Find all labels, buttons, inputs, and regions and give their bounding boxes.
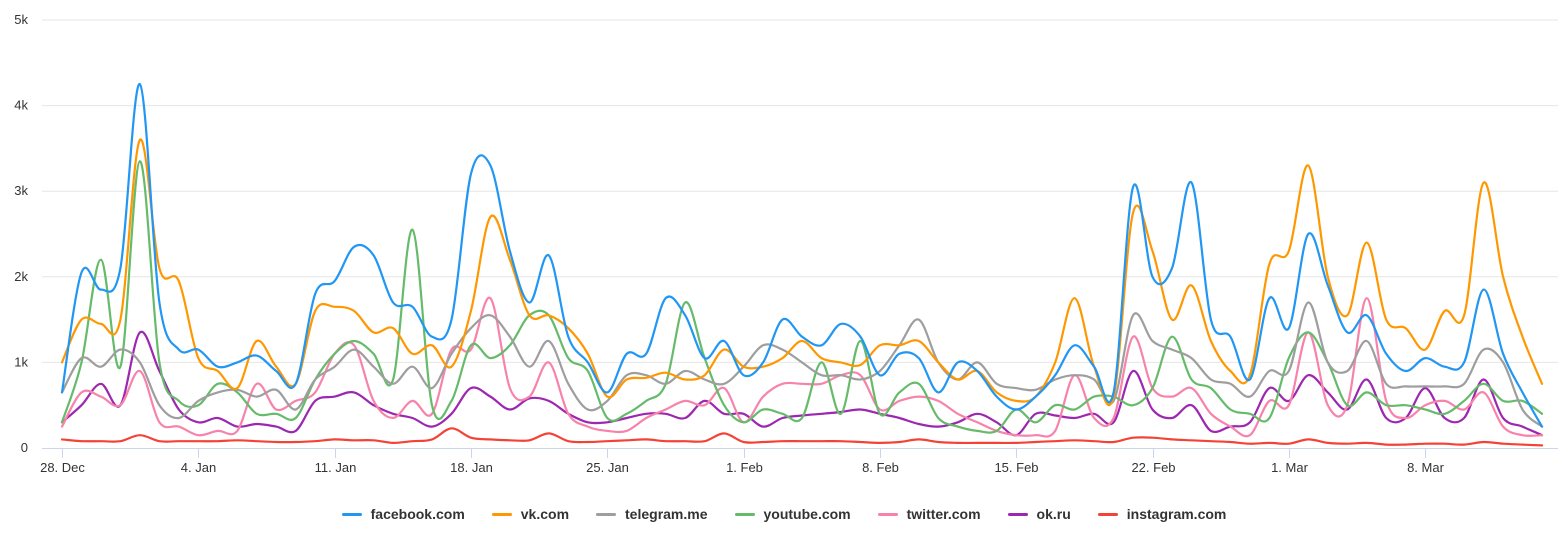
x-tick-label: 8. Mar	[1407, 460, 1445, 475]
series-line-telegram-me	[60, 301, 1544, 428]
legend-item-vk-com[interactable]: vk.com	[491, 506, 570, 522]
legend-item-instagram-com[interactable]: instagram.com	[1097, 506, 1227, 522]
x-tick-label: 1. Feb	[726, 460, 763, 475]
legend-label: youtube.com	[763, 506, 851, 522]
legend: facebook.com vk.com telegram.me youtube.com…	[0, 506, 1568, 522]
y-tick-label: 2k	[14, 269, 28, 284]
series-line-vk-com	[60, 138, 1544, 407]
legend-label: instagram.com	[1126, 506, 1227, 522]
legend-line-icon	[596, 512, 617, 516]
x-tick-label: 11. Jan	[315, 460, 357, 475]
series-line-youtube-com	[60, 160, 1544, 434]
x-tick-label: 22. Feb	[1131, 460, 1175, 475]
x-tick-label: 18. Jan	[450, 460, 493, 475]
series-line-ok-ru	[60, 330, 1544, 437]
legend-item-telegram-me[interactable]: telegram.me	[596, 506, 708, 522]
gridlines	[42, 19, 1558, 363]
x-tick-label: 1. Mar	[1271, 460, 1309, 475]
x-axis: 28. Dec 4. Jan 11. Jan 18. Jan 25. Jan 1. Feb…	[40, 448, 1558, 475]
x-tick-label: 25. Jan	[586, 460, 629, 475]
legend-label: twitter.com	[906, 506, 981, 522]
y-tick-label: 4k	[14, 98, 28, 113]
legend-line-icon	[341, 512, 362, 516]
legend-label: vk.com	[520, 506, 570, 522]
legend-item-facebook-com[interactable]: facebook.com	[341, 506, 465, 522]
series-line-facebook-com	[60, 83, 1544, 428]
series-line-instagram-com	[60, 427, 1544, 447]
legend-line-icon	[491, 512, 512, 516]
series-lines	[60, 83, 1544, 447]
legend-item-ok-ru[interactable]: ok.ru	[1007, 506, 1071, 522]
legend-label: telegram.me	[625, 506, 708, 522]
legend-label: ok.ru	[1036, 506, 1071, 522]
y-tick-label: 1k	[14, 354, 28, 369]
x-tick-label: 8. Feb	[862, 460, 899, 475]
x-tick-label: 15. Feb	[994, 460, 1038, 475]
legend-item-youtube-com[interactable]: youtube.com	[734, 506, 851, 522]
legend-line-icon	[734, 512, 755, 516]
y-tick-label: 3k	[14, 183, 28, 198]
legend-label: facebook.com	[370, 506, 465, 522]
y-tick-label: 0	[21, 440, 28, 455]
legend-item-twitter-com[interactable]: twitter.com	[877, 506, 981, 522]
x-tick-label: 28. Dec	[40, 460, 85, 475]
legend-line-icon	[1097, 512, 1118, 516]
legend-line-icon	[877, 512, 898, 516]
x-tick-label: 4. Jan	[181, 460, 216, 475]
legend-line-icon	[1007, 512, 1028, 516]
y-tick-label: 5k	[14, 12, 28, 27]
y-axis: 0 1k 2k 3k 4k 5k	[14, 12, 28, 455]
